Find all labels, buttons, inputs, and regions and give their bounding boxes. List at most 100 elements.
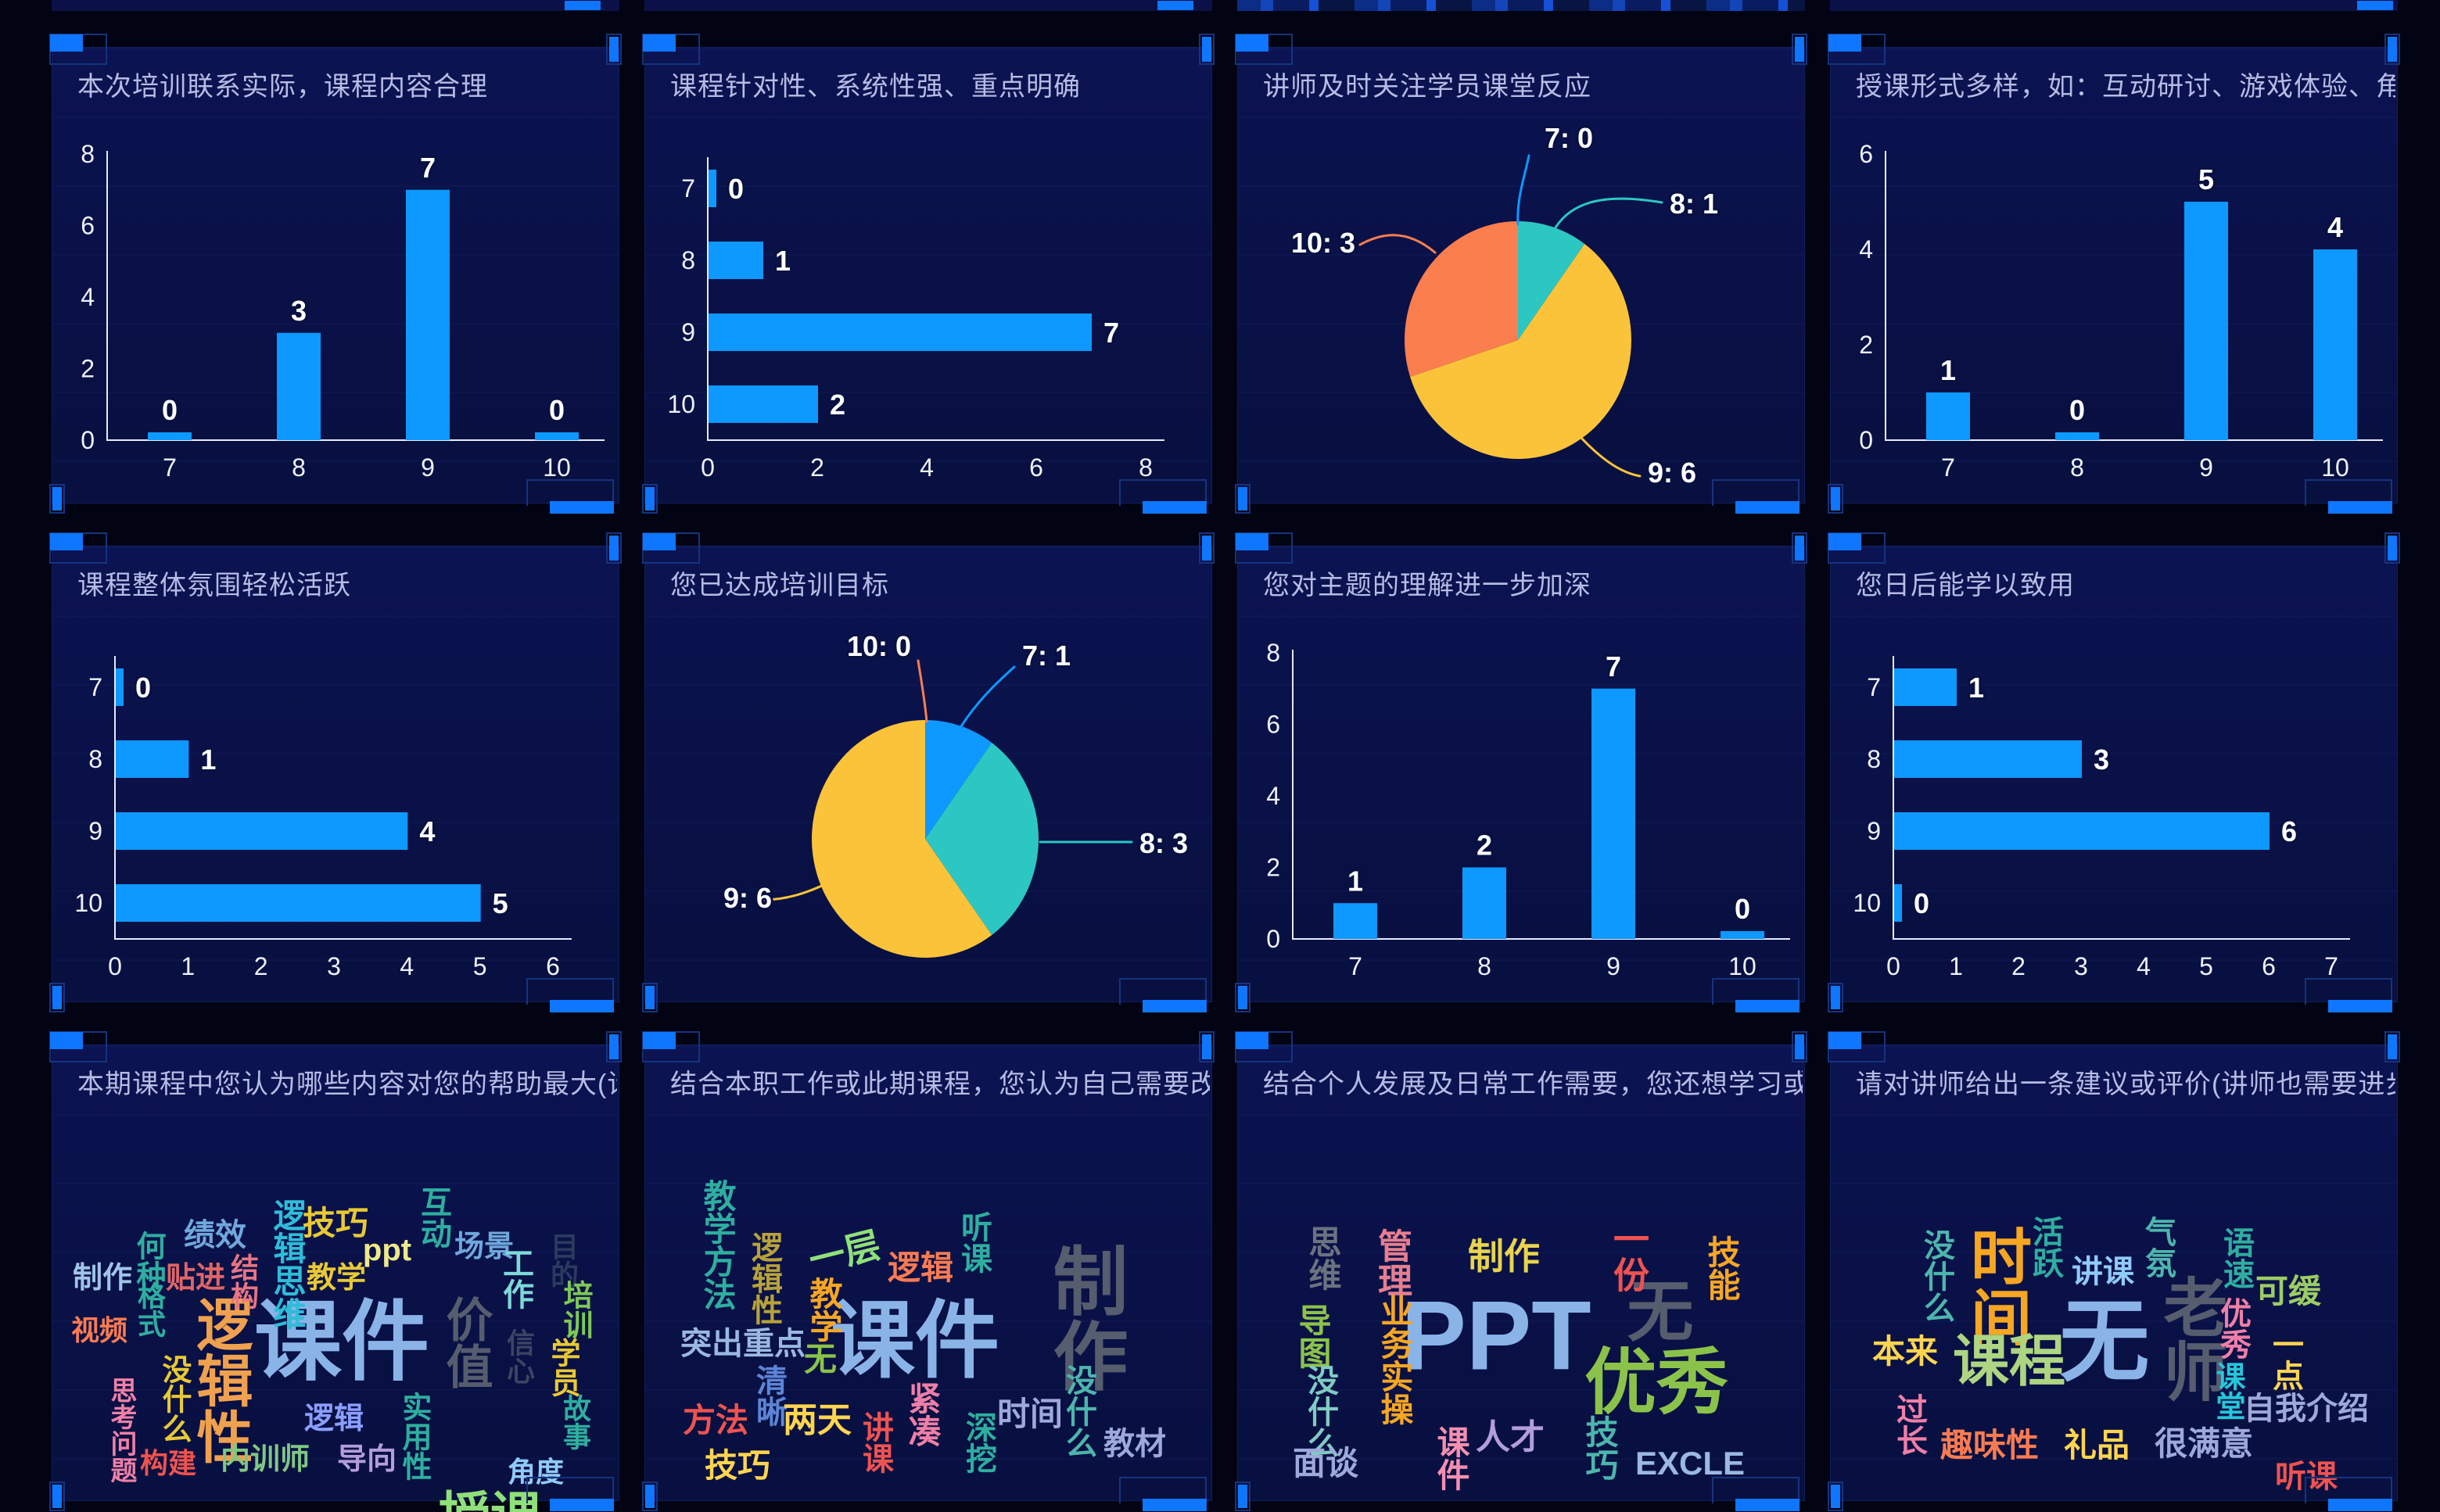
cloud-word: 导向 <box>336 1443 397 1476</box>
bar-chart-topic-understanding: 0 2 4 6 8 1 7 2 8 7 9 0 10 <box>1238 546 1806 1003</box>
cloud-word: 没什么 <box>157 1354 190 1443</box>
svg-text:6: 6 <box>2262 952 2276 980</box>
svg-text:7: 7 <box>1867 673 1881 701</box>
word-cloud-improve: 课件 制作 教学方法 逻辑性 一层 逻辑 听课 教学 突出重点无清晰 方法 两天 讲课 紧凑 深挖 时间 没什… <box>645 1045 1213 1502</box>
cloud-word: 角度 <box>507 1456 565 1488</box>
svg-text:0: 0 <box>549 394 565 426</box>
cloud-word: 培训 <box>558 1280 591 1339</box>
svg-text:2: 2 <box>81 355 95 383</box>
svg-text:10: 3: 10: 3 <box>1291 227 1355 259</box>
cloud-word: 互动 <box>416 1186 450 1249</box>
svg-text:2: 2 <box>1859 331 1873 359</box>
cloud-word: 制作 <box>72 1262 133 1295</box>
cloud-word: 技能 <box>1703 1235 1740 1301</box>
cloud-word: 教材 <box>1103 1427 1166 1461</box>
cloud-word: 工作 <box>498 1247 533 1310</box>
svg-text:9: 9 <box>1606 952 1620 980</box>
cloud-word: 学员 <box>546 1338 579 1397</box>
svg-text:0: 0 <box>162 394 178 426</box>
bar-chart-apply-learning: 0 1 2 3 4 5 6 7 1 7 3 8 6 9 0 10 <box>1831 546 2399 1003</box>
svg-text:1: 1 <box>1347 865 1363 897</box>
svg-text:0: 0 <box>1859 426 1873 454</box>
cloud-word: 课堂 <box>2211 1361 2244 1421</box>
svg-text:9: 9 <box>88 817 102 845</box>
cloud-word: 无 <box>803 1341 838 1378</box>
cloud-word: 目的 <box>547 1232 579 1288</box>
panel-title: 课程整体氛围轻松活跃 <box>77 571 351 600</box>
cloud-word: 优秀 <box>2216 1297 2250 1360</box>
svg-text:0: 0 <box>2069 394 2085 426</box>
cloud-word: 清晰 <box>752 1364 786 1427</box>
svg-text:3: 3 <box>327 952 341 980</box>
cloud-word: 技巧 <box>704 1447 771 1484</box>
panel-teaching-forms: 授课形式多样，如：互动研讨、游戏体验、角色扮演 0 2 4 6 1 7 0 8 5 9 4 10 <box>1828 34 2400 514</box>
cloud-word: 制作 <box>1042 1242 1125 1392</box>
cloud-word: 教学方法 <box>699 1179 736 1310</box>
svg-text:1: 1 <box>1940 354 1956 386</box>
svg-text:7: 7 <box>1941 453 1955 482</box>
cloud-word: 课件 <box>830 1293 1000 1388</box>
svg-text:7: 7 <box>681 174 695 202</box>
cloud-word: 语速 <box>2219 1227 2253 1289</box>
cloud-word: 课件 <box>1433 1425 1469 1491</box>
svg-text:0: 0 <box>1914 887 1929 919</box>
svg-text:6: 6 <box>546 952 560 980</box>
panel-title: 本期课程中您认为哪些内容对您的帮助最大(请列举1～ <box>77 1070 617 1099</box>
cloud-word: 时间 <box>1962 1225 2031 1347</box>
svg-text:10: 10 <box>1853 889 1881 917</box>
panel-training-content: 本次培训联系实际，课程内容合理 0 2 4 6 8 0 7 3 8 7 9 0 10 <box>49 34 622 514</box>
svg-text:10: 0: 10: 0 <box>847 630 911 662</box>
cloud-word: 何种 <box>131 1231 164 1290</box>
panel-apply-learning: 您日后能学以致用 0 1 2 3 4 5 6 7 1 7 3 8 6 9 0 10 <box>1828 532 2400 1012</box>
cloud-word: 场景 <box>454 1231 515 1263</box>
panel-title: 课程针对性、系统性强、重点明确 <box>670 72 1081 102</box>
cloud-word: 老师 <box>2154 1274 2225 1403</box>
svg-text:9: 9 <box>421 453 435 482</box>
bar-chart-training-content: 0 2 4 6 8 0 7 3 8 7 9 0 10 <box>52 48 620 504</box>
cloud-word: 气氛 <box>2140 1216 2175 1278</box>
ornament-block <box>2357 1 2393 10</box>
cloud-word: 逻辑性 <box>188 1295 250 1464</box>
panel-title: 您日后能学以致用 <box>1856 571 2075 600</box>
cloud-word: 信心 <box>503 1328 535 1385</box>
svg-text:0: 0 <box>1886 952 1900 980</box>
cloud-word: 思维 <box>1304 1225 1341 1291</box>
cloud-word: 绩效 <box>184 1218 246 1252</box>
svg-text:0: 0 <box>1266 925 1280 953</box>
svg-text:7: 7 <box>88 673 102 701</box>
cloud-word: 内训师 <box>220 1443 310 1476</box>
panel-title: 讲师及时关注学员课堂反应 <box>1263 72 1591 102</box>
top-clipped-chart-strip <box>1237 0 1805 11</box>
cloud-word: 讲课 <box>858 1411 892 1474</box>
svg-text:10: 10 <box>2321 453 2349 482</box>
cloud-word: 趣味性 <box>1939 1427 2040 1464</box>
svg-text:8: 8 <box>1139 453 1153 482</box>
svg-text:0: 0 <box>108 952 122 980</box>
top-clipped-panel-4 <box>1830 0 2398 11</box>
svg-text:8: 8 <box>1266 639 1280 667</box>
ornament-block <box>1157 1 1193 10</box>
svg-text:8: 8 <box>292 453 306 482</box>
cloud-word: 实用性 <box>397 1392 430 1481</box>
word-cloud-lecturer-advice: 无老师 时间 课程 没什么 活跃 讲课 气氛 语速 优秀 可缓 课堂 一点 自我介绍 本来 过长 趣味性 礼品很… <box>1831 1045 2399 1502</box>
svg-text:8: 8 <box>1477 952 1491 980</box>
bar-chart-course-focus: 0 2 4 6 8 0 7 1 8 7 9 2 10 <box>645 48 1213 504</box>
panel-title: 请对讲师给出一条建议或评价(讲师也需要进步) <box>1856 1070 2395 1099</box>
cloud-word: 人才 <box>1476 1418 1545 1456</box>
svg-text:7: 0: 7: 0 <box>1545 122 1593 154</box>
cloud-word: 没什么 <box>1303 1364 1337 1458</box>
svg-text:10: 10 <box>1728 952 1756 980</box>
cloud-word: 导图 <box>1294 1303 1331 1369</box>
svg-text:2: 2 <box>2011 952 2026 980</box>
cloud-word: EXCLE <box>1634 1445 1746 1482</box>
cloud-word: 深挖 <box>961 1411 996 1474</box>
panel-title: 您对主题的理解进一步加深 <box>1263 571 1591 600</box>
cloud-word: 课程 <box>1952 1331 2066 1393</box>
svg-text:4: 4 <box>419 815 435 847</box>
cloud-word: 逻辑性 <box>747 1231 781 1325</box>
svg-text:1: 1 <box>181 952 195 980</box>
cloud-word: 突出重点 <box>680 1327 806 1361</box>
cloud-word: 讲课 <box>2072 1255 2134 1289</box>
panel-title: 本次培训联系实际，课程内容合理 <box>77 72 488 102</box>
